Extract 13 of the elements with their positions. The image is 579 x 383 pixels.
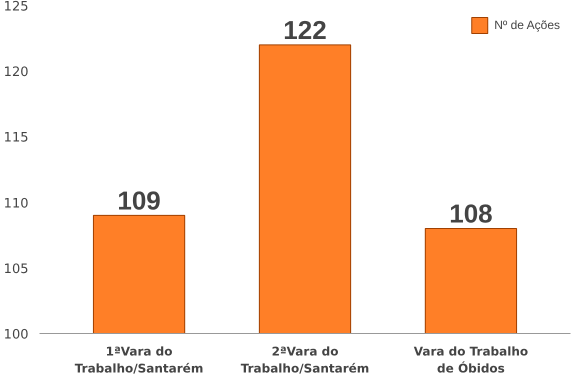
legend-label: Nº de Ações: [494, 18, 560, 32]
x-tick-label: 1ªVara do Trabalho/Santarém: [74, 344, 204, 376]
y-tick-label: 125: [4, 0, 29, 14]
y-tick-label: 110: [4, 196, 29, 212]
y-tick-label: 105: [4, 262, 29, 277]
data-label: 122: [283, 14, 327, 45]
y-tick-label: 115: [4, 130, 29, 146]
y-tick-label: 120: [4, 65, 29, 80]
y-tick-label: 100: [4, 328, 29, 342]
data-label: 109: [117, 185, 161, 216]
x-tick-label: Vara do Trabalho de Óbidos: [414, 344, 528, 376]
data-label: 108: [449, 198, 493, 229]
x-tick-label: 2ªVara do Trabalho/Santarém: [240, 344, 370, 376]
